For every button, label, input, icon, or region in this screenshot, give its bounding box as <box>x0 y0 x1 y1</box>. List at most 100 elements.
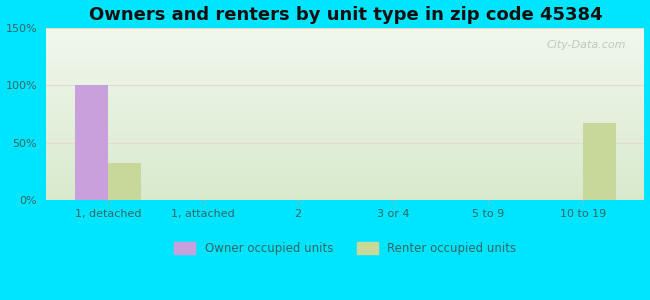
Title: Owners and renters by unit type in zip code 45384: Owners and renters by unit type in zip c… <box>88 6 602 24</box>
Bar <box>46 66 644 67</box>
Bar <box>46 58 644 59</box>
Bar <box>46 174 644 175</box>
Bar <box>46 149 644 150</box>
Bar <box>46 160 644 161</box>
Bar <box>46 130 644 131</box>
Bar <box>46 131 644 133</box>
Bar <box>46 46 644 47</box>
Bar <box>46 106 644 107</box>
Bar <box>46 196 644 197</box>
Bar <box>46 82 644 83</box>
Bar <box>46 153 644 154</box>
Bar <box>46 199 644 200</box>
Bar <box>46 134 644 135</box>
Bar <box>46 70 644 72</box>
Bar <box>46 75 644 76</box>
Bar <box>46 94 644 96</box>
Bar <box>46 176 644 178</box>
Bar <box>46 184 644 185</box>
Bar <box>46 118 644 119</box>
Bar <box>46 142 644 143</box>
Bar <box>46 151 644 152</box>
Bar <box>46 97 644 98</box>
Bar <box>46 119 644 120</box>
Bar <box>46 83 644 84</box>
Bar <box>46 114 644 115</box>
Bar <box>46 81 644 82</box>
Bar <box>46 72 644 73</box>
Bar <box>46 36 644 37</box>
Bar <box>46 65 644 66</box>
Bar <box>46 29 644 30</box>
Bar <box>46 53 644 54</box>
Bar <box>46 112 644 113</box>
Bar <box>46 107 644 108</box>
Bar <box>46 192 644 194</box>
Bar <box>46 90 644 91</box>
Bar <box>46 28 644 29</box>
Bar <box>46 185 644 187</box>
Bar <box>46 105 644 106</box>
Bar <box>46 30 644 31</box>
Bar <box>46 138 644 140</box>
Bar <box>46 31 644 32</box>
Bar <box>46 126 644 127</box>
Bar <box>46 163 644 164</box>
Bar <box>46 154 644 156</box>
Bar <box>46 49 644 50</box>
Bar <box>46 183 644 184</box>
Bar <box>46 178 644 180</box>
Legend: Owner occupied units, Renter occupied units: Owner occupied units, Renter occupied un… <box>170 238 521 260</box>
Bar <box>46 124 644 126</box>
Bar <box>46 92 644 94</box>
Bar <box>46 89 644 90</box>
Bar <box>46 62 644 64</box>
Bar <box>46 68 644 69</box>
Bar <box>46 164 644 165</box>
Bar <box>46 34 644 35</box>
Bar <box>46 57 644 58</box>
Bar <box>46 99 644 101</box>
Bar <box>46 43 644 44</box>
Bar <box>46 103 644 104</box>
Bar <box>46 44 644 45</box>
Bar <box>46 140 644 141</box>
Bar <box>46 141 644 142</box>
Bar <box>46 194 644 195</box>
Bar <box>46 113 644 114</box>
Bar <box>46 165 644 166</box>
Bar <box>46 172 644 173</box>
Bar <box>46 74 644 75</box>
Bar <box>46 128 644 129</box>
Bar <box>46 175 644 176</box>
Bar <box>46 158 644 159</box>
Bar <box>46 166 644 167</box>
Bar <box>46 198 644 199</box>
Bar <box>46 50 644 51</box>
Bar <box>46 45 644 46</box>
Bar <box>46 146 644 148</box>
Bar <box>46 37 644 38</box>
Bar <box>46 38 644 39</box>
Bar <box>108 163 141 200</box>
Bar <box>46 116 644 118</box>
Bar <box>46 77 644 79</box>
Bar <box>46 120 644 121</box>
Bar <box>46 180 644 181</box>
Bar <box>46 181 644 182</box>
Bar <box>46 85 644 87</box>
Bar <box>46 42 644 43</box>
Bar <box>46 148 644 149</box>
Bar <box>46 96 644 97</box>
Bar <box>46 167 644 168</box>
Bar <box>46 79 644 80</box>
Bar <box>46 69 644 70</box>
Bar <box>46 188 644 189</box>
Bar <box>46 144 644 145</box>
Bar <box>46 171 644 172</box>
Bar <box>46 98 644 99</box>
Bar <box>46 35 644 36</box>
Bar <box>46 61 644 62</box>
Bar <box>46 104 644 105</box>
Bar <box>46 190 644 191</box>
